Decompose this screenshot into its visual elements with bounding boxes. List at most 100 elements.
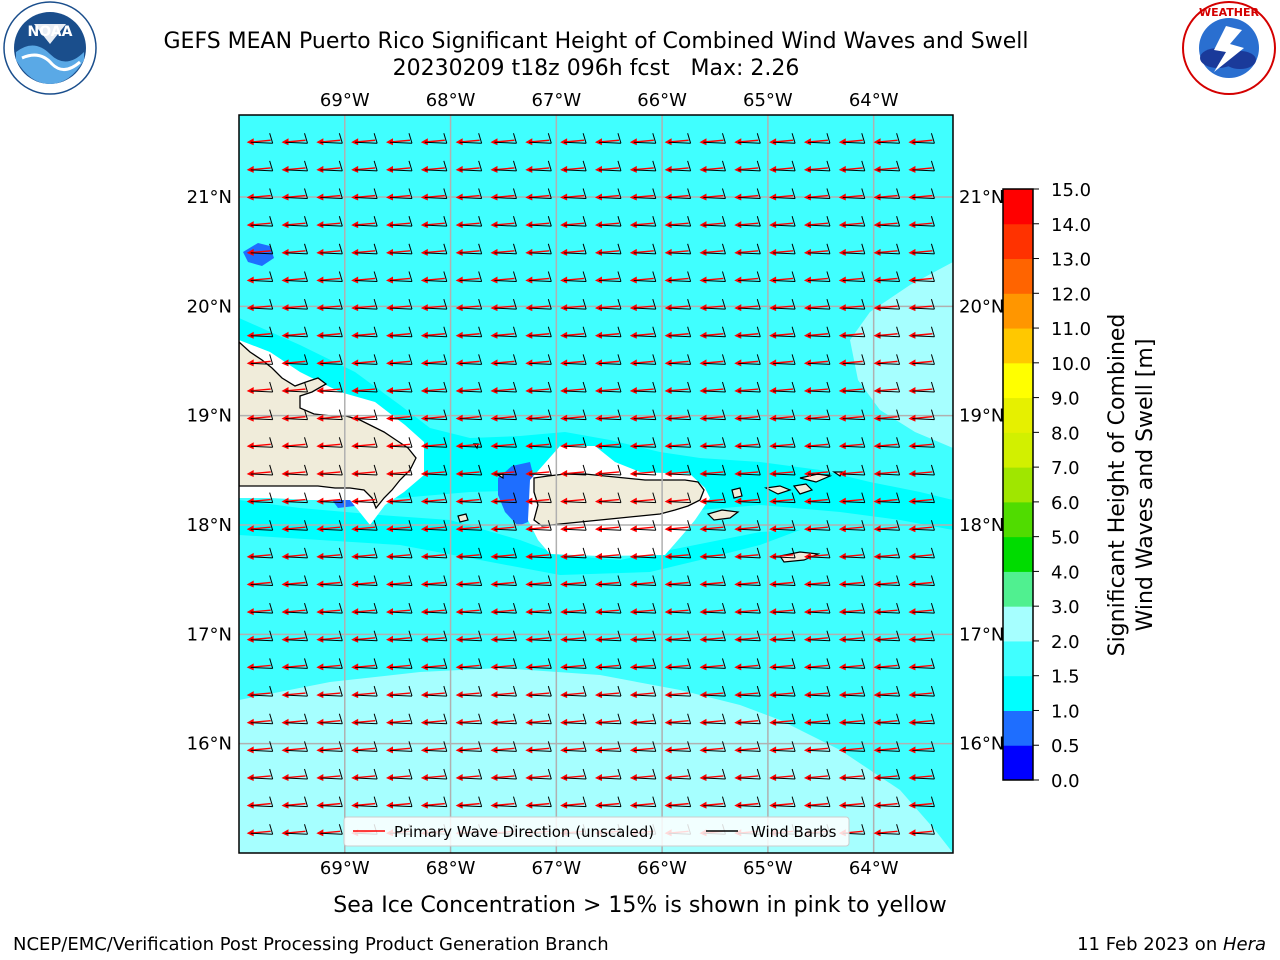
wave-arrow-382 — [316, 658, 343, 671]
wave-arrow-377 — [838, 630, 866, 643]
wave-arrow-280 — [246, 520, 274, 533]
wave-arrow-72 — [664, 216, 692, 229]
wave-arrow-375 — [769, 630, 796, 643]
x-tick-label-top-2: 67°W — [531, 90, 581, 111]
wave-arrow-498 — [873, 796, 901, 809]
wave-arrow-180 — [246, 381, 274, 395]
wave-arrow-327 — [490, 575, 517, 588]
wave-arrow-252 — [664, 464, 692, 477]
wave-arrow-293 — [699, 520, 726, 533]
colorbar-swatch-11 — [1003, 362, 1033, 399]
wave-arrow-136 — [803, 298, 831, 312]
wave-arrow-304 — [385, 547, 413, 560]
wave-arrow-354 — [734, 603, 761, 616]
wave-arrow-331 — [629, 575, 657, 588]
wave-arrow-328 — [525, 575, 552, 588]
colorbar-swatch-3 — [1003, 640, 1033, 677]
wave-arrow-138 — [873, 298, 901, 312]
wave-arrow-420 — [246, 713, 274, 726]
wave-arrow-193 — [699, 381, 726, 395]
wave-arrow-423 — [351, 713, 378, 726]
wave-arrow-427 — [490, 713, 517, 726]
wave-arrow-208 — [525, 409, 552, 422]
wave-arrow-241 — [281, 464, 308, 477]
wave-arrow-298 — [873, 520, 901, 533]
wave-arrow-63 — [351, 216, 378, 229]
wave-arrow-64 — [385, 216, 413, 229]
wave-arrow-194 — [734, 381, 761, 395]
wave-arrow-278 — [873, 492, 901, 505]
wave-arrow-43 — [351, 188, 378, 201]
wave-arrow-93 — [699, 243, 726, 256]
wave-arrow-236 — [803, 437, 831, 450]
wave-arrow-366 — [455, 630, 483, 643]
wave-arrow-214 — [734, 409, 761, 422]
wave-arrow-207 — [490, 409, 517, 422]
wave-arrow-58 — [873, 188, 901, 201]
wave-arrow-220 — [246, 437, 274, 450]
colorbar-tick-label-0: 0.0 — [1051, 771, 1080, 792]
wave-arrow-458 — [873, 741, 901, 754]
wave-arrow-186 — [455, 381, 483, 395]
wave-arrow-320 — [246, 575, 274, 588]
wave-arrow-456 — [803, 741, 831, 754]
wave-arrow-271 — [629, 492, 657, 505]
wave-arrow-151 — [629, 326, 657, 339]
colorbar-tick-label-5: 3.0 — [1051, 597, 1080, 618]
wave-arrow-273 — [699, 492, 726, 505]
y-tick-label-left-2: 18°N — [187, 515, 232, 536]
wave-arrow-41 — [281, 188, 308, 201]
wave-arrow-166 — [455, 354, 483, 367]
colorbar-swatch-5 — [1003, 571, 1033, 607]
footer-left: NCEP/EMC/Verification Post Processing Pr… — [13, 934, 609, 955]
wave-arrow-27 — [490, 160, 517, 173]
wave-arrow-167 — [490, 354, 517, 367]
wave-arrow-403 — [351, 685, 378, 699]
wave-arrow-439 — [908, 713, 935, 726]
colorbar-swatch-13 — [1003, 293, 1033, 329]
wave-arrow-234 — [734, 437, 761, 450]
wave-arrow-172 — [664, 354, 692, 367]
wave-arrow-265 — [420, 492, 448, 505]
wave-arrow-152 — [664, 326, 692, 339]
wave-arrow-95 — [769, 243, 796, 256]
wave-arrow-173 — [699, 354, 726, 367]
wave-arrow-134 — [734, 298, 761, 312]
wave-arrow-126 — [455, 298, 483, 312]
wave-arrow-459 — [908, 741, 935, 754]
wave-arrow-350 — [594, 603, 622, 616]
wave-arrow-421 — [281, 713, 308, 726]
wave-arrow-394 — [734, 658, 761, 671]
y-tick-label-left-3: 19°N — [187, 406, 232, 427]
wave-arrow-367 — [490, 630, 517, 643]
wave-arrow-242 — [316, 464, 343, 477]
wave-arrow-332 — [664, 575, 692, 588]
colorbar-tick-label-14: 12.0 — [1051, 284, 1091, 305]
wave-arrow-200 — [246, 409, 274, 422]
wave-arrow-48 — [525, 188, 552, 201]
wave-arrow-255 — [769, 464, 796, 477]
wave-arrow-418 — [873, 685, 901, 699]
wave-arrow-197 — [838, 381, 866, 395]
wave-arrow-267 — [490, 492, 517, 505]
wave-arrow-419 — [908, 685, 935, 699]
nws-logo-ring-top: WEATHER — [1199, 6, 1260, 19]
wave-arrow-226 — [455, 437, 483, 450]
wave-arrow-370 — [594, 630, 622, 643]
field-region-blue-nw — [243, 243, 274, 266]
wave-arrow-14 — [734, 133, 761, 146]
wave-arrow-453 — [699, 741, 726, 754]
sea-ice-caption: Sea Ice Concentration > 15% is shown in … — [333, 893, 947, 918]
landmass-mona — [457, 513, 469, 523]
wave-arrow-284 — [385, 520, 413, 533]
wave-arrow-316 — [803, 547, 831, 560]
wave-arrow-488 — [525, 796, 552, 809]
wave-arrow-127 — [490, 298, 517, 312]
y-tick-label-right-3: 19°N — [959, 406, 1004, 427]
wave-arrow-128 — [525, 298, 552, 312]
wave-arrow-469 — [560, 768, 587, 781]
wave-arrow-219 — [908, 409, 935, 422]
wave-arrow-490 — [594, 796, 622, 809]
wave-arrow-162 — [316, 354, 343, 367]
wave-arrow-34 — [734, 160, 761, 173]
